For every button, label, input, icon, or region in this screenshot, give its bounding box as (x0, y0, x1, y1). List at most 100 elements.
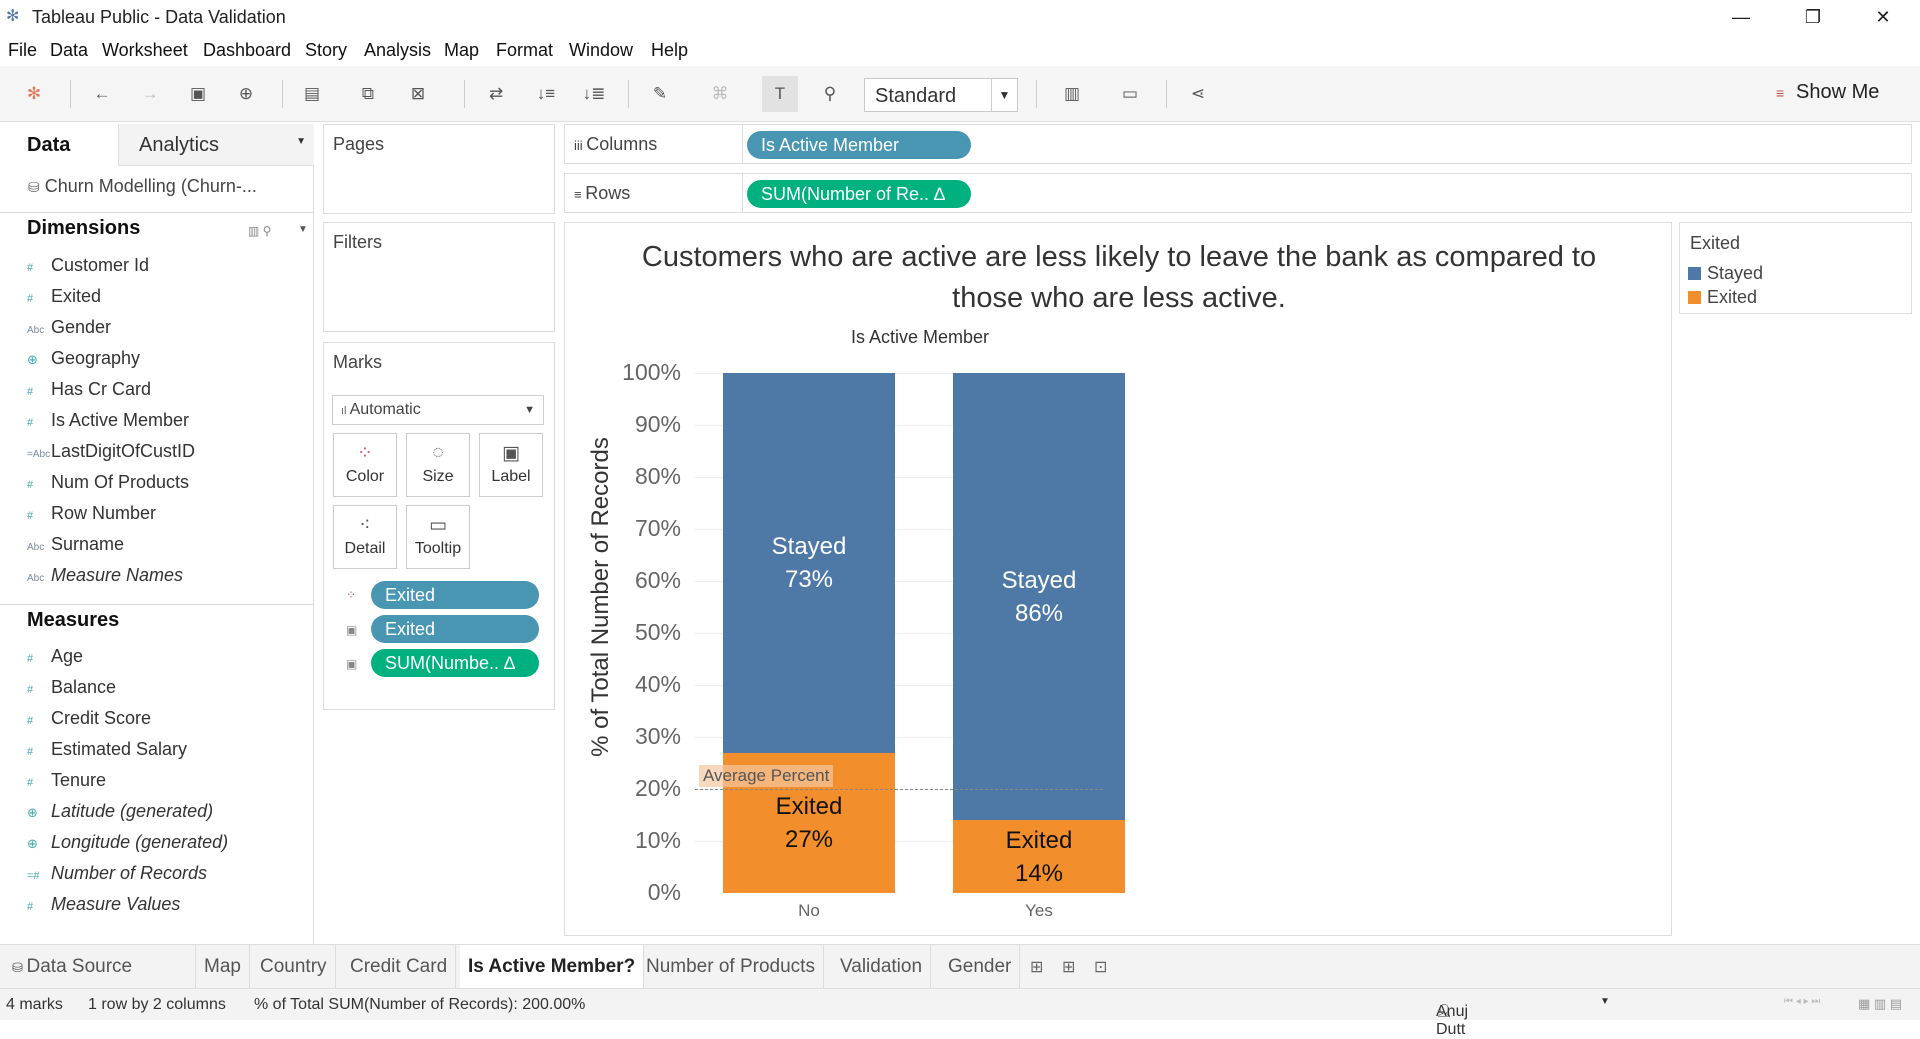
restore-icon[interactable]: ❐ (1804, 7, 1822, 27)
measures-field[interactable]: # Age (27, 646, 83, 670)
bar-stayed-no[interactable] (723, 373, 895, 753)
new-worksheet-icon[interactable]: ⊞ (1030, 959, 1044, 976)
columns-shelf[interactable]: iii Columns Is Active Member (564, 124, 1912, 164)
close-icon[interactable]: ✕ (1875, 7, 1891, 27)
dimensions-field[interactable]: # Exited (27, 286, 101, 310)
bar-label: Stayed 86% (953, 564, 1125, 630)
tab-credit-card[interactable]: Credit Card (342, 945, 457, 989)
view-options-icon[interactable]: ▥ ⚲ (248, 224, 272, 238)
tab-validation[interactable]: Validation (832, 945, 932, 989)
group-members-icon[interactable]: ⌘ (711, 84, 729, 103)
dimensions-field[interactable]: Abc Measure Names (27, 565, 183, 589)
show-me-button[interactable]: ≡ Show Me (1776, 81, 1879, 104)
tab-country[interactable]: Country (252, 945, 336, 989)
dimensions-field[interactable]: # Row Number (27, 503, 156, 527)
measures-field[interactable]: ⊕ Longitude (generated) (27, 832, 228, 856)
dimensions-field-label: Measure Names (51, 565, 184, 585)
color-legend[interactable]: Exited Stayed Exited (1679, 222, 1912, 314)
presentation-mode-icon[interactable]: ▭ (1121, 84, 1139, 103)
mark-pill-color-exited[interactable]: Exited (371, 581, 539, 609)
geo-type-icon: ⊕ (27, 836, 38, 851)
filters-card[interactable]: Filters (323, 222, 555, 332)
redo-icon[interactable]: → (141, 84, 159, 103)
add-datasource-icon[interactable]: ⊕ (238, 84, 254, 103)
show-cards-icon[interactable]: ▥ (1063, 84, 1081, 103)
size-button[interactable]: ◌ Size (406, 433, 470, 497)
dimensions-field[interactable]: # Num Of Products (27, 472, 189, 496)
sheet-nav-icons[interactable]: ⏮ ◂ ▸ ⏭ (1784, 996, 1821, 1007)
share-icon[interactable]: ⋖ (1190, 84, 1206, 103)
sort-ascending-icon[interactable]: ↓≡ (536, 84, 556, 103)
dimensions-field[interactable]: # Customer Id (27, 255, 149, 279)
bar-exited-yes[interactable] (953, 820, 1125, 893)
tab-gender[interactable]: Gender (940, 945, 1021, 989)
legend-item-stayed[interactable]: Stayed (1688, 263, 1763, 284)
datasource-item[interactable]: ⛁ Churn Modelling (Churn-... (28, 176, 257, 197)
swap-rows-columns-icon[interactable]: ⇄ (488, 84, 504, 103)
show-mark-labels-icon[interactable]: T (762, 76, 798, 112)
new-story-icon[interactable]: ⊡ (1094, 959, 1108, 976)
fit-dropdown[interactable]: Standard ▼ (864, 78, 1018, 112)
rows-pill[interactable]: SUM(Number of Re.. ∆ (747, 180, 971, 208)
sort-descending-icon[interactable]: ↓≣ (582, 84, 606, 103)
tab-data[interactable]: Data (27, 134, 71, 156)
dimensions-field[interactable]: Abc Surname (27, 534, 124, 558)
tab-data-source[interactable]: ⛁ Data Source (0, 945, 196, 989)
fix-axes-icon[interactable]: ⚲ (823, 84, 837, 103)
chevron-down-icon[interactable]: ▼ (298, 224, 308, 235)
bar-stayed-yes[interactable] (953, 373, 1125, 821)
mark-type-dropdown[interactable]: ıl Automatic ▼ (332, 395, 544, 425)
measures-field[interactable]: # Credit Score (27, 708, 151, 732)
chevron-down-icon[interactable]: ▼ (296, 136, 306, 147)
dimensions-field[interactable]: # Has Cr Card (27, 379, 151, 403)
menu-format[interactable]: Format (496, 40, 554, 60)
label-button[interactable]: ▣ Label (479, 433, 543, 497)
undo-icon[interactable]: ← (93, 84, 111, 103)
number-type-icon: # (27, 777, 34, 789)
dimensions-field[interactable]: Abc Gender (27, 317, 111, 341)
dimensions-field[interactable]: # Is Active Member (27, 410, 189, 434)
menu-data[interactable]: Data (50, 40, 89, 60)
dimensions-field[interactable]: =AbcLastDigitOfCustID (27, 441, 195, 465)
detail-button[interactable]: ⁖ Detail (333, 505, 397, 569)
tab-analytics[interactable]: Analytics ▼ (118, 124, 314, 166)
new-worksheet-icon[interactable]: ▤ (303, 84, 321, 103)
dimensions-field[interactable]: ⊕ Geography (27, 348, 140, 372)
measures-field[interactable]: # Estimated Salary (27, 739, 187, 763)
save-icon[interactable]: ▣ (189, 84, 207, 103)
menu-window[interactable]: Window (569, 40, 634, 60)
tooltip-button[interactable]: ▭ Tooltip (406, 505, 470, 569)
menu-story[interactable]: Story (305, 40, 348, 60)
mark-pill-label-sum[interactable]: SUM(Numbe.. ∆ (371, 649, 539, 677)
measures-field[interactable]: =# Number of Records (27, 863, 207, 887)
legend-item-exited[interactable]: Exited (1688, 287, 1757, 308)
filters-title: Filters (333, 232, 382, 252)
tab-is-active-member[interactable]: Is Active Member? (460, 945, 645, 989)
tab-map[interactable]: Map (196, 945, 250, 989)
duplicate-sheet-icon[interactable]: ⧉ (361, 84, 375, 103)
menu-help[interactable]: Help (651, 40, 689, 60)
menu-analysis[interactable]: Analysis (364, 40, 432, 60)
measures-field[interactable]: # Measure Values (27, 894, 180, 918)
columns-pill[interactable]: Is Active Member (747, 131, 971, 159)
sheet-sorter-icons[interactable]: ▦ ▥ ▤ (1858, 996, 1903, 1011)
minimize-icon[interactable]: — (1732, 7, 1750, 27)
measures-field[interactable]: # Balance (27, 677, 116, 701)
clear-sheet-icon[interactable]: ⊠ (410, 84, 426, 103)
pages-card[interactable]: Pages (323, 124, 555, 214)
number-type-icon: # (27, 715, 34, 727)
measures-field[interactable]: # Tenure (27, 770, 106, 794)
menu-worksheet[interactable]: Worksheet (102, 40, 188, 60)
rows-shelf[interactable]: ≡ Rows SUM(Number of Re.. ∆ (564, 173, 1912, 213)
highlight-icon[interactable]: ✎ (652, 84, 668, 103)
mark-pill-label-exited[interactable]: Exited (371, 615, 539, 643)
color-button[interactable]: ⁘ Color (333, 433, 397, 497)
tableau-icon[interactable]: ✻ (26, 84, 42, 103)
menu-map[interactable]: Map (444, 40, 480, 60)
new-dashboard-icon[interactable]: ⊞ (1062, 959, 1076, 976)
menu-dashboard[interactable]: Dashboard (203, 40, 292, 60)
menu-file[interactable]: File (8, 40, 38, 60)
tab-number-of-products[interactable]: Number of Products (638, 945, 824, 989)
chevron-down-icon[interactable]: ▼ (1600, 996, 1610, 1007)
measures-field[interactable]: ⊕ Latitude (generated) (27, 801, 213, 825)
